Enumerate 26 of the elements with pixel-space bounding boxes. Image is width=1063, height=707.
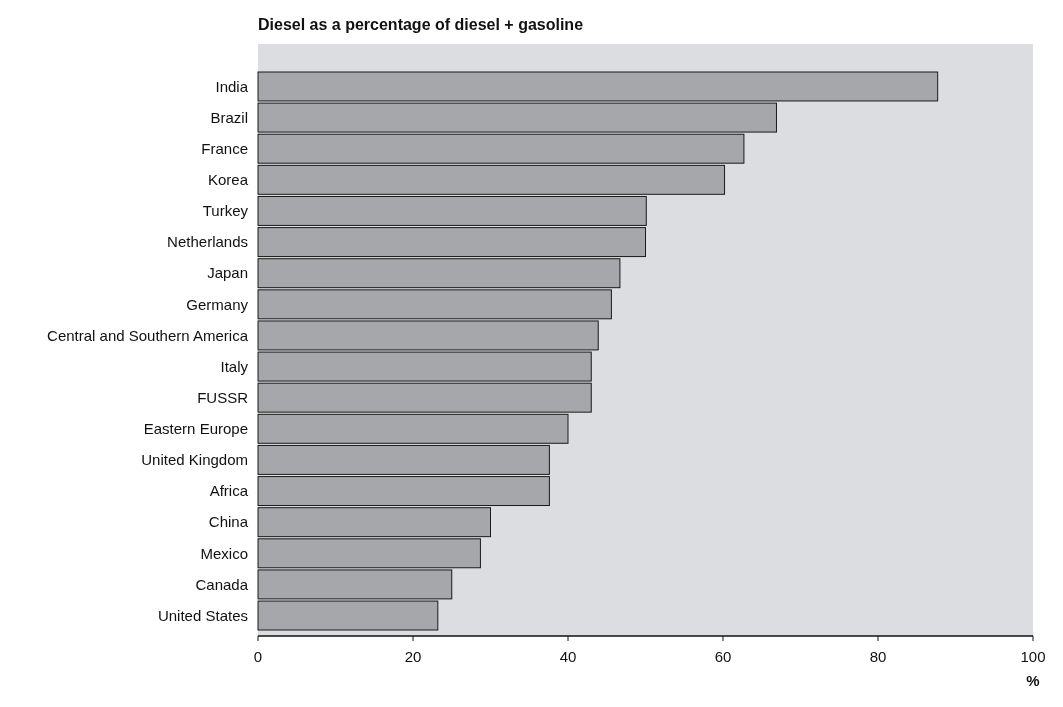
y-tick-label: Germany [186, 295, 249, 313]
y-tick-label: Netherlands [167, 233, 248, 251]
y-tick-label: Japan [207, 264, 248, 282]
chart-title: Diesel as a percentage of diesel + gasoline [258, 16, 584, 33]
y-tick-label: Eastern Europe [143, 420, 248, 438]
y-tick-label: Brazil [210, 108, 248, 126]
x-tick-label: 60 [714, 648, 732, 665]
x-tick-label: 40 [559, 648, 577, 665]
x-tick-label: 100 [1020, 648, 1046, 665]
y-tick-label: United Kingdom [141, 451, 248, 469]
y-tick-label: China [208, 513, 249, 531]
y-tick-label: Korea [207, 171, 249, 189]
y-tick-label: Turkey [202, 202, 249, 220]
y-tick-label: FUSSR [197, 388, 249, 406]
x-tick-label: 80 [869, 648, 887, 665]
x-axis-title: % [1026, 672, 1040, 689]
y-tick-label: Central and Southern America [47, 326, 249, 344]
y-tick-label: Italy [220, 357, 249, 375]
y-tick-label: Africa [209, 482, 249, 500]
y-tick-label: United States [157, 606, 248, 624]
x-tick-label: 20 [404, 648, 422, 665]
y-tick-label: Canada [195, 575, 249, 593]
y-tick-label: Mexico [200, 544, 248, 562]
x-tick-label: 0 [253, 648, 263, 665]
y-tick-label: France [201, 139, 248, 157]
y-tick-label: India [215, 77, 249, 95]
